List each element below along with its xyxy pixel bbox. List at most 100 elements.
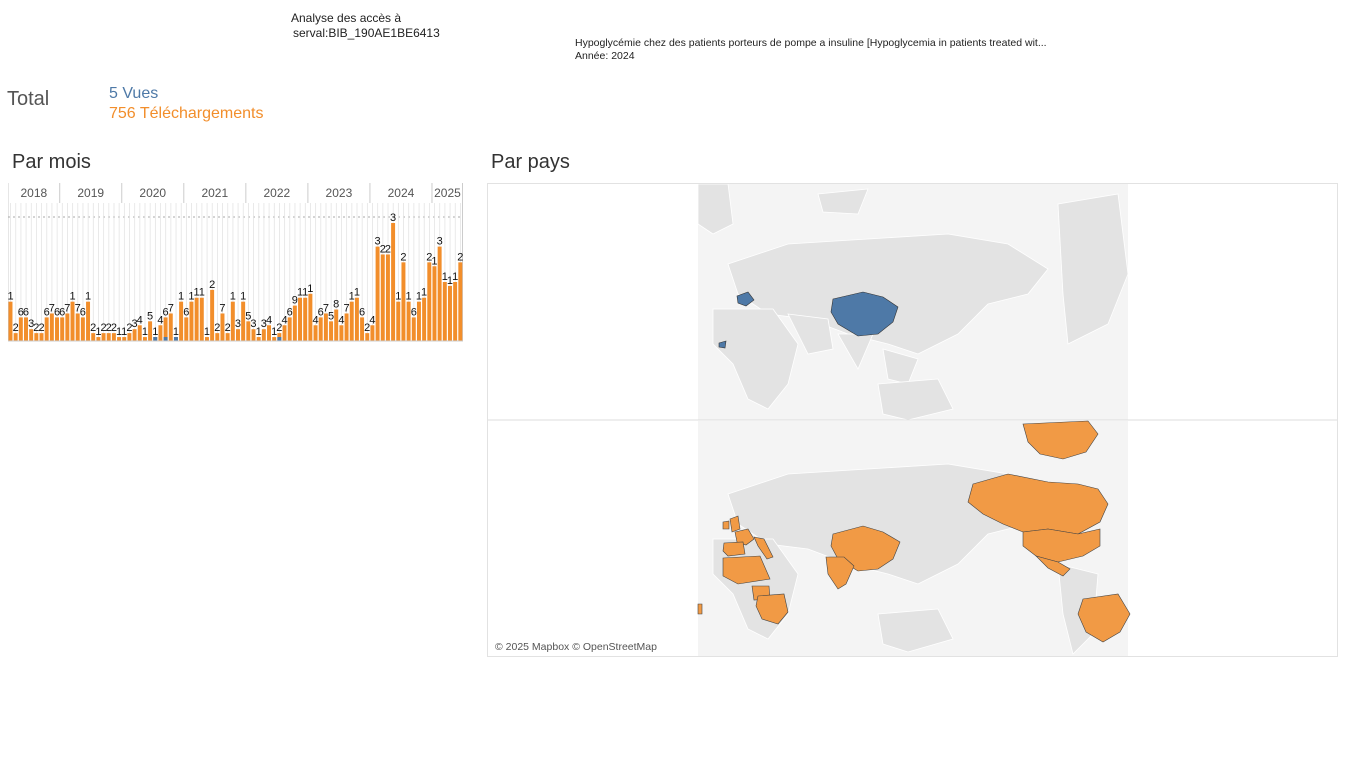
download-bar[interactable] bbox=[298, 297, 303, 341]
download-bar[interactable] bbox=[117, 337, 122, 341]
download-bar[interactable] bbox=[391, 223, 396, 341]
download-bar[interactable] bbox=[225, 333, 230, 341]
download-bar[interactable] bbox=[396, 301, 401, 341]
download-bar[interactable] bbox=[179, 301, 184, 341]
download-bar[interactable] bbox=[375, 246, 380, 341]
download-bar[interactable] bbox=[365, 333, 370, 341]
download-bar[interactable] bbox=[44, 317, 49, 341]
download-bar[interactable] bbox=[427, 262, 432, 341]
download-bar[interactable] bbox=[91, 333, 96, 341]
download-bar[interactable] bbox=[86, 301, 91, 341]
download-bar[interactable] bbox=[432, 266, 437, 341]
download-bar[interactable] bbox=[80, 317, 85, 341]
download-bar[interactable] bbox=[251, 329, 256, 341]
download-bar[interactable] bbox=[447, 285, 452, 341]
download-bar[interactable] bbox=[292, 305, 297, 341]
download-bar[interactable] bbox=[111, 333, 116, 341]
download-bar[interactable] bbox=[163, 317, 168, 341]
view-bar[interactable] bbox=[173, 337, 178, 341]
download-bar[interactable] bbox=[184, 317, 189, 341]
download-bar[interactable] bbox=[272, 337, 277, 341]
download-bar[interactable] bbox=[215, 333, 220, 341]
download-bar[interactable] bbox=[256, 337, 261, 341]
download-bar[interactable] bbox=[8, 301, 13, 341]
download-bar[interactable] bbox=[132, 329, 137, 341]
download-bar[interactable] bbox=[13, 333, 18, 341]
download-bar[interactable] bbox=[148, 321, 153, 341]
download-bar[interactable] bbox=[422, 297, 427, 341]
view-bar[interactable] bbox=[153, 337, 158, 341]
country-greenland bbox=[1022, 420, 1099, 460]
download-bar[interactable] bbox=[39, 333, 44, 341]
download-bar[interactable] bbox=[96, 337, 101, 341]
download-bar[interactable] bbox=[261, 329, 266, 341]
download-bar[interactable] bbox=[70, 301, 75, 341]
download-bar[interactable] bbox=[49, 313, 54, 341]
download-bar[interactable] bbox=[344, 313, 349, 341]
download-bar[interactable] bbox=[323, 313, 328, 341]
download-bar[interactable] bbox=[416, 301, 421, 341]
download-bar[interactable] bbox=[349, 301, 354, 341]
download-bar[interactable] bbox=[458, 262, 463, 341]
download-bar[interactable] bbox=[453, 282, 458, 341]
download-bar[interactable] bbox=[406, 301, 411, 341]
download-bar[interactable] bbox=[360, 317, 365, 341]
download-bar[interactable] bbox=[29, 329, 34, 341]
download-bar[interactable] bbox=[122, 337, 127, 341]
download-bar[interactable] bbox=[437, 246, 442, 341]
download-bar[interactable] bbox=[106, 333, 111, 341]
download-bar[interactable] bbox=[18, 317, 23, 341]
download-bar[interactable] bbox=[65, 313, 70, 341]
download-bar[interactable] bbox=[313, 325, 318, 341]
download-bar[interactable] bbox=[199, 297, 204, 341]
download-bar[interactable] bbox=[354, 297, 359, 341]
view-bar[interactable] bbox=[163, 337, 168, 341]
download-bar[interactable] bbox=[267, 325, 271, 341]
total-downloads: 756 Téléchargements bbox=[109, 105, 264, 122]
download-bar[interactable] bbox=[101, 333, 106, 341]
download-bar[interactable] bbox=[241, 301, 246, 341]
download-bar[interactable] bbox=[334, 309, 339, 341]
download-bar[interactable] bbox=[287, 317, 292, 341]
download-bar[interactable] bbox=[230, 301, 235, 341]
bar-value-label: 2 bbox=[385, 243, 391, 255]
download-bar[interactable] bbox=[137, 325, 142, 341]
download-bar[interactable] bbox=[142, 337, 147, 341]
download-bar[interactable] bbox=[168, 313, 173, 341]
country-map[interactable] bbox=[487, 183, 1338, 657]
views-map[interactable] bbox=[697, 184, 1129, 421]
download-bar[interactable] bbox=[60, 317, 65, 341]
download-bar[interactable] bbox=[127, 333, 132, 341]
download-bar[interactable] bbox=[318, 317, 323, 341]
download-bar[interactable] bbox=[303, 297, 308, 341]
year-label: 2023 bbox=[326, 186, 353, 200]
download-bar[interactable] bbox=[34, 333, 39, 341]
download-bar[interactable] bbox=[308, 293, 313, 341]
download-bar[interactable] bbox=[246, 321, 251, 341]
downloads-map[interactable] bbox=[697, 420, 1131, 657]
download-bar[interactable] bbox=[204, 337, 209, 341]
download-bar[interactable] bbox=[442, 282, 447, 341]
download-bar[interactable] bbox=[194, 297, 199, 341]
download-bar[interactable] bbox=[380, 254, 385, 341]
download-bar[interactable] bbox=[339, 325, 344, 341]
download-bar[interactable] bbox=[189, 301, 194, 341]
download-bar[interactable] bbox=[220, 313, 225, 341]
download-bar[interactable] bbox=[385, 254, 390, 341]
view-bar[interactable] bbox=[277, 337, 282, 341]
download-bar[interactable] bbox=[329, 321, 334, 341]
download-bar[interactable] bbox=[75, 313, 80, 341]
download-bar[interactable] bbox=[282, 325, 287, 341]
download-bar[interactable] bbox=[236, 329, 240, 341]
download-bar[interactable] bbox=[210, 289, 215, 341]
bar-value-label: 1 bbox=[188, 291, 194, 303]
download-bar[interactable] bbox=[158, 325, 163, 341]
download-bar[interactable] bbox=[401, 262, 406, 341]
download-bar[interactable] bbox=[24, 317, 28, 341]
monthly-chart[interactable]: 2018 2019 2020 2021 2022 2023 2024 2025 1 2 6 6 3 2 2 6… bbox=[7, 183, 463, 343]
year-label: 2018 bbox=[21, 186, 48, 200]
download-bar[interactable] bbox=[55, 317, 60, 341]
bar-value-label: 1 bbox=[395, 291, 401, 303]
download-bar[interactable] bbox=[370, 325, 375, 341]
download-bar[interactable] bbox=[411, 317, 416, 341]
